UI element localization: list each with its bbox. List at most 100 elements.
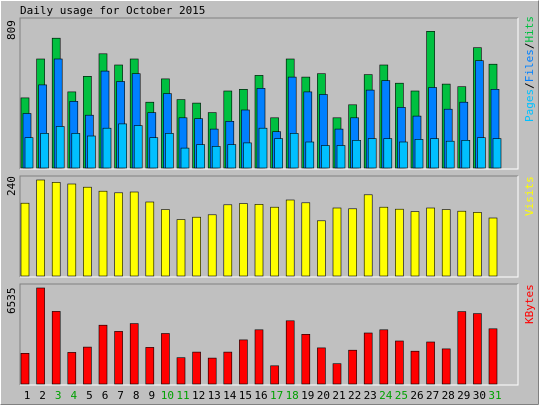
day-label: 17 [270, 389, 283, 402]
visits-bar [301, 202, 311, 277]
visits-bar [20, 202, 30, 277]
kbytes-bar [207, 357, 217, 385]
kbytes-bar [129, 323, 139, 385]
legend-separator-2: / [523, 43, 536, 50]
pages-bar [102, 127, 112, 169]
kbytes-bar [441, 348, 451, 385]
kbytes-bar [395, 340, 404, 385]
kbytes-bar [83, 346, 92, 385]
day-label: 28 [442, 389, 455, 402]
pages-bar [352, 140, 361, 169]
pages-bar [367, 138, 377, 169]
visits-bar [426, 207, 435, 277]
visits-bar [348, 208, 357, 277]
visits-bar [285, 199, 295, 277]
day-label: 31 [488, 389, 501, 402]
hits-panel-legend: Pages/Files/Hits [523, 16, 536, 122]
visits-bar [239, 203, 248, 277]
visits-bar [473, 212, 482, 277]
day-label: 18 [286, 389, 299, 402]
day-label: 29 [457, 389, 470, 402]
visits-bar [161, 209, 170, 277]
kbytes-bar [20, 352, 30, 385]
visits-bar [395, 208, 404, 277]
pages-bar [399, 141, 408, 169]
day-label: 30 [473, 389, 486, 402]
day-label: 3 [55, 389, 62, 402]
visits-bar [317, 220, 326, 277]
kbytes-bar [317, 347, 326, 385]
pages-bar [414, 139, 424, 169]
kbytes-panel-max-label: 6535 [5, 288, 18, 315]
kbytes-bar [348, 349, 357, 385]
pages-bar [180, 147, 190, 169]
day-label: 21 [332, 389, 345, 402]
pages-bar [383, 138, 393, 169]
visits-bar [223, 204, 233, 277]
visits-panel-max-label: 240 [5, 176, 18, 196]
legend-kbytes: KBytes [523, 284, 536, 324]
day-label: 7 [117, 389, 124, 402]
day-label: 6 [102, 389, 109, 402]
hits-files-pages-bars [20, 30, 502, 169]
pages-bar [258, 127, 268, 169]
kbytes-panel-legend: KBytes [523, 284, 536, 324]
day-label: 23 [364, 389, 377, 402]
pages-bar [211, 146, 221, 169]
visits-bar [270, 206, 279, 277]
day-label: 2 [39, 389, 46, 402]
day-label: 10 [161, 389, 174, 402]
day-label: 9 [148, 389, 155, 402]
day-label: 24 [379, 389, 393, 402]
pages-bar [430, 138, 439, 169]
kbytes-bars [20, 287, 498, 385]
kbytes-bar [51, 311, 61, 385]
pages-bar [305, 141, 315, 169]
visits-bars [20, 179, 498, 277]
visits-bar [67, 183, 77, 277]
kbytes-bar [223, 351, 233, 385]
visits-bar [457, 210, 467, 277]
day-label: 16 [254, 389, 267, 402]
visits-bar [207, 214, 217, 277]
kbytes-bar [145, 347, 155, 385]
kbytes-bar [285, 320, 295, 385]
pages-bar [477, 137, 486, 169]
pages-bar [87, 135, 96, 169]
legend-files: Files [523, 49, 536, 82]
day-label: 12 [192, 389, 205, 402]
pages-bar [133, 125, 143, 169]
kbytes-bar [426, 341, 435, 385]
pages-bar [40, 133, 49, 169]
day-label: 14 [223, 389, 237, 402]
day-label: 5 [86, 389, 93, 402]
kbytes-bar [67, 352, 77, 385]
kbytes-bar [473, 313, 482, 385]
pages-bar [461, 140, 471, 169]
pages-bar [149, 137, 159, 169]
kbytes-bar [176, 357, 186, 385]
pages-bar [71, 133, 81, 169]
pages-bar [227, 144, 237, 169]
day-label: 27 [426, 389, 439, 402]
kbytes-bar [270, 365, 279, 385]
kbytes-bar [161, 333, 170, 385]
day-labels: 1 2 3 4 5 6 7 8 9 10 11 12 13 14 15 16 17 18 19 20 21 22 23 24 2… [24, 389, 502, 402]
visits-bar [114, 192, 123, 277]
legend-visits: Visits [523, 176, 536, 216]
kbytes-bar [379, 329, 389, 385]
pages-bar [196, 144, 205, 169]
day-label: 25 [395, 389, 408, 402]
kbytes-bar [239, 339, 248, 385]
day-label: 1 [24, 389, 31, 402]
kbytes-bar [192, 351, 201, 385]
pages-bar [243, 142, 252, 169]
pages-bar [445, 140, 455, 169]
kbytes-bar [332, 363, 342, 385]
pages-bar [321, 145, 330, 169]
day-label: 20 [317, 389, 330, 402]
visits-bar [410, 211, 420, 277]
day-label: 13 [208, 389, 221, 402]
day-label: 15 [239, 389, 252, 402]
